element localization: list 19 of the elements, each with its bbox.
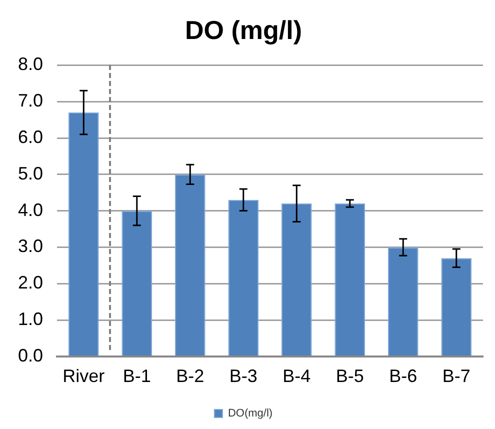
x-tick-label: B-2	[176, 366, 204, 386]
x-tick-label: B-3	[229, 366, 258, 386]
legend-label: DO(mg/l)	[228, 408, 273, 420]
x-tick-label: B-7	[442, 366, 470, 386]
y-tick-label: 4.0	[18, 200, 44, 220]
y-tick-label: 7.0	[18, 90, 44, 111]
x-tick-label: B-4	[282, 366, 311, 386]
y-tick-label: 1.0	[18, 308, 44, 329]
y-tick-label: 3.0	[18, 236, 44, 256]
x-tick-label: River	[62, 366, 105, 386]
y-tick-label: 5.0	[18, 163, 44, 184]
x-tick-label: B-6	[389, 366, 418, 386]
y-tick-label: 8.0	[18, 54, 44, 74]
y-tick-label: 6.0	[18, 126, 44, 147]
y-tick-label: 0.0	[18, 345, 44, 366]
chart-title: DO (mg/l)	[185, 14, 302, 45]
x-tick-label: B-5	[336, 366, 364, 386]
x-tick-label: B-1	[122, 366, 151, 386]
y-tick-label: 2.0	[18, 272, 44, 293]
